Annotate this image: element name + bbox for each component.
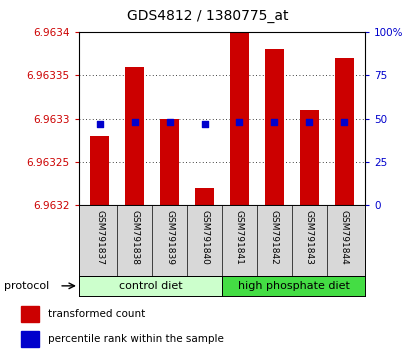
Bar xyxy=(21,306,39,322)
Point xyxy=(271,119,278,125)
Point xyxy=(306,119,312,125)
Text: GSM791840: GSM791840 xyxy=(200,210,209,265)
Bar xyxy=(334,58,354,205)
Text: GSM791839: GSM791839 xyxy=(165,210,174,265)
Bar xyxy=(222,276,365,296)
Bar xyxy=(300,110,319,205)
Bar xyxy=(230,32,249,205)
Point xyxy=(341,119,348,125)
Text: GSM791841: GSM791841 xyxy=(235,210,244,265)
Text: percentile rank within the sample: percentile rank within the sample xyxy=(48,334,224,344)
Bar xyxy=(265,49,284,205)
Point xyxy=(96,121,103,127)
Point xyxy=(201,121,208,127)
Text: high phosphate diet: high phosphate diet xyxy=(238,281,349,291)
Bar xyxy=(79,276,222,296)
Text: control diet: control diet xyxy=(119,281,182,291)
Text: protocol: protocol xyxy=(4,281,49,291)
Point xyxy=(236,119,243,125)
Text: transformed count: transformed count xyxy=(48,309,145,319)
Text: GSM791838: GSM791838 xyxy=(130,210,139,265)
Text: GSM791843: GSM791843 xyxy=(305,210,314,265)
Point xyxy=(166,119,173,125)
Bar xyxy=(125,67,144,205)
Text: GSM791837: GSM791837 xyxy=(95,210,104,265)
Text: GDS4812 / 1380775_at: GDS4812 / 1380775_at xyxy=(127,9,288,23)
Bar xyxy=(21,331,39,347)
Point xyxy=(132,119,138,125)
Text: GSM791844: GSM791844 xyxy=(340,210,349,265)
Bar xyxy=(195,188,214,205)
Bar xyxy=(90,136,110,205)
Text: GSM791842: GSM791842 xyxy=(270,210,279,265)
Bar xyxy=(160,119,179,205)
